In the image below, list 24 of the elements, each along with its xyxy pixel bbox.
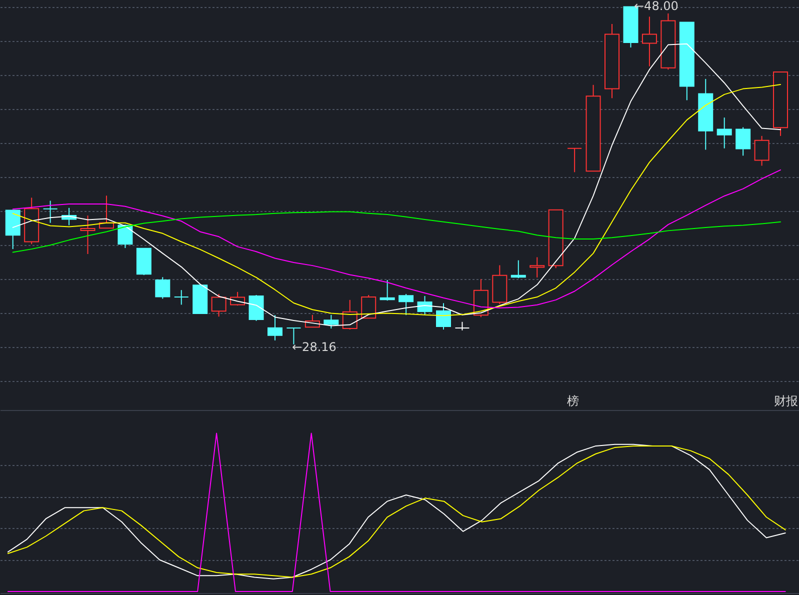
candlestick: [324, 314, 339, 330]
candlestick: [736, 126, 751, 156]
candlestick: [155, 276, 170, 300]
annotation: 榜: [567, 394, 579, 408]
candlestick: [567, 148, 582, 173]
candlestick: [118, 224, 133, 249]
candlestick: [754, 135, 770, 166]
candlestick: [80, 215, 96, 254]
candlestick: [716, 117, 732, 149]
candlestick: [42, 200, 58, 224]
candlestick: [361, 294, 376, 319]
candlestick: [436, 302, 451, 330]
candlestick: [248, 294, 264, 322]
candlestick: [510, 260, 526, 279]
candlestick: [530, 256, 545, 278]
candlestick: [211, 293, 226, 318]
candlestick: [267, 314, 282, 341]
candlestick: [174, 290, 189, 306]
annotation: 财报: [774, 394, 798, 408]
annotation: ←48.00: [634, 0, 678, 13]
candlestick: [398, 293, 414, 316]
candlestick: [642, 16, 657, 67]
annotation: ←28.16: [292, 340, 336, 354]
candlestick: [380, 280, 395, 302]
